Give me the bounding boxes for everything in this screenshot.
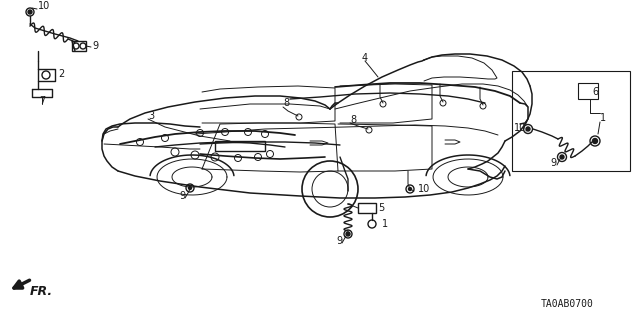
Text: 9: 9	[336, 236, 342, 246]
Text: 1: 1	[600, 113, 606, 123]
Text: 1: 1	[382, 219, 388, 229]
Text: 9: 9	[92, 41, 98, 51]
Text: 2: 2	[58, 69, 64, 79]
Text: 3: 3	[148, 111, 154, 121]
Text: 4: 4	[362, 53, 368, 63]
Text: 9: 9	[179, 191, 185, 201]
Text: 8: 8	[283, 98, 289, 108]
Bar	[358, 203, 376, 213]
Text: 9: 9	[550, 158, 556, 168]
Circle shape	[526, 127, 530, 131]
Circle shape	[593, 138, 598, 144]
Circle shape	[560, 155, 564, 159]
Text: 10: 10	[514, 123, 526, 133]
Bar	[578, 83, 598, 99]
Bar	[215, 141, 265, 151]
Text: FR.: FR.	[30, 285, 53, 298]
Circle shape	[189, 187, 191, 189]
Text: 6: 6	[592, 87, 598, 97]
Text: 8: 8	[350, 115, 356, 125]
Text: 10: 10	[38, 1, 51, 11]
Circle shape	[408, 188, 412, 190]
Circle shape	[28, 10, 32, 14]
Text: 10: 10	[418, 184, 430, 194]
Circle shape	[346, 232, 350, 236]
Text: 7: 7	[39, 96, 45, 106]
Text: TA0AB0700: TA0AB0700	[541, 299, 594, 309]
Text: 5: 5	[378, 203, 384, 213]
